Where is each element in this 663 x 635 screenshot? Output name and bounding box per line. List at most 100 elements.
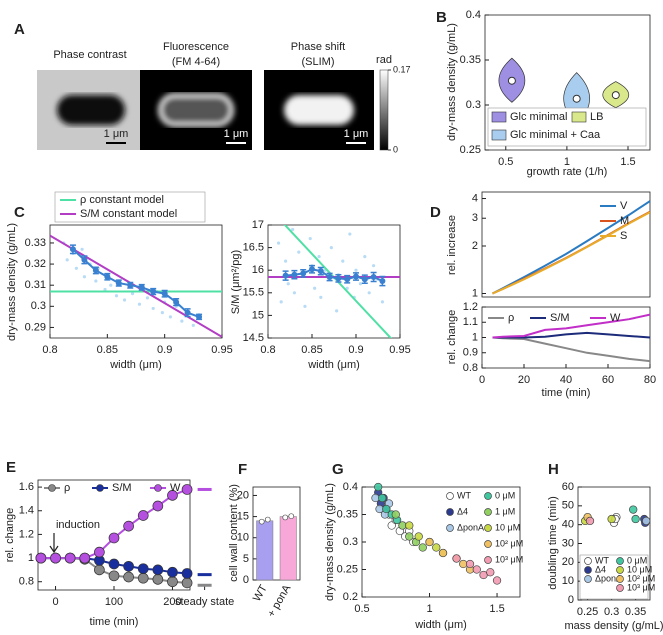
- x-tick-label: 0.95: [211, 344, 232, 356]
- x-tick-label: 0.8: [42, 344, 57, 356]
- panel-a: A Phase contrast Fluorescence (FM 4-64) …: [14, 21, 392, 151]
- scatter-point: [432, 543, 441, 552]
- data-point: [264, 516, 271, 523]
- scatter-point: [94, 279, 98, 283]
- legend-label: 0 μM: [627, 555, 647, 565]
- y-tick-label: 0: [243, 574, 249, 586]
- scatter-point: [631, 514, 640, 524]
- series-line: [285, 268, 383, 282]
- panel-letter: E: [6, 459, 16, 476]
- scatter-point: [308, 236, 312, 241]
- legend-swatch: [571, 111, 587, 123]
- scatter-point: [418, 543, 427, 552]
- marker: [167, 490, 178, 501]
- x-tick-label: 40: [560, 374, 572, 386]
- legend-marker: [446, 524, 454, 532]
- scatter-point: [380, 300, 384, 304]
- legend-swatch: [491, 129, 507, 141]
- legend-marker: [484, 492, 492, 500]
- marker: [108, 570, 120, 582]
- scatter-point: [313, 286, 317, 290]
- legend-label: W: [170, 482, 181, 494]
- x-tick-label: 80: [644, 374, 656, 386]
- y-tick-label: 1.6: [19, 481, 34, 493]
- y-tick-label: 0: [568, 594, 574, 606]
- y-tick-label: 17: [252, 219, 264, 231]
- y-tick-label: 1.2: [19, 528, 34, 540]
- legend-label: 0 μM: [495, 490, 515, 500]
- y-tick-label: 4: [472, 192, 478, 204]
- marker: [309, 266, 315, 273]
- marker: [152, 574, 164, 585]
- y-axis-label: dry-mass density (g/mL): [324, 483, 336, 601]
- median-marker: [611, 91, 620, 100]
- marker: [50, 552, 61, 564]
- scatter-point: [472, 565, 481, 574]
- legend: ρ S/M W: [44, 482, 181, 494]
- legend-box: [487, 107, 647, 147]
- series-line: [492, 211, 650, 295]
- marker: [150, 288, 157, 295]
- y-tick-label: 16.5: [243, 242, 264, 254]
- scatter-point: [329, 246, 333, 250]
- scatter-point: [372, 264, 376, 268]
- legend-label: S/M: [550, 312, 570, 324]
- scatter-point: [291, 227, 295, 232]
- y-tick-label: 15.5: [243, 287, 264, 299]
- scatter-point: [65, 258, 69, 262]
- scatter-point: [130, 292, 135, 296]
- panel-letter: C: [14, 204, 25, 221]
- scatter-point: [345, 286, 349, 290]
- scatter-point: [284, 259, 288, 263]
- x-tick-label: 0.8: [260, 344, 275, 356]
- legend-box: [54, 191, 206, 223]
- y-tick-label: 0.32: [25, 258, 46, 270]
- image-title: Fluorescence: [163, 41, 229, 53]
- colorbar-tick-label: 0.17: [393, 64, 411, 74]
- legend-label: S/M constant model: [80, 208, 177, 220]
- legend-label: V: [620, 200, 628, 212]
- y-axis-label: rel. change: [446, 310, 458, 364]
- scale-bar-label: 1 μm: [224, 128, 249, 140]
- y-tick-label: 0.4: [343, 481, 358, 493]
- legend-marker: [446, 508, 454, 516]
- image-title: (SLIM): [302, 56, 335, 68]
- y-tick-label: 0.29: [25, 321, 46, 333]
- legend-label: Glc minimal + Caa: [510, 129, 601, 141]
- x-tick-label: 200: [163, 596, 181, 608]
- y-tick-label: 0.33: [25, 237, 46, 249]
- colorbar-tick-label: 0: [393, 144, 398, 154]
- colorbar: [379, 69, 389, 151]
- y-axis-label: dry-mass density (g/mL): [6, 223, 18, 341]
- legend-label: ΔponA: [457, 522, 484, 532]
- scatter-point: [405, 521, 414, 530]
- x-tick-label: WT: [251, 583, 270, 604]
- marker: [184, 309, 191, 316]
- y-tick-label: 0.8: [463, 362, 478, 374]
- legend-label: 1 μM: [495, 506, 515, 516]
- marker: [181, 568, 193, 579]
- marker: [137, 510, 149, 521]
- legend-marker: [484, 524, 492, 532]
- scatter-point: [103, 287, 107, 292]
- scale-bar-label: 1 μm: [104, 128, 129, 140]
- scatter-point: [137, 302, 142, 306]
- marker: [161, 290, 168, 297]
- legend-label: Δ4: [595, 564, 606, 574]
- y-tick-label: 1: [472, 287, 478, 299]
- y-tick-label: 0.35: [337, 508, 358, 520]
- image-title: Phase shift: [291, 41, 345, 53]
- marker: [335, 275, 342, 282]
- y-tick-label: 20: [562, 556, 574, 568]
- scatter-point: [585, 516, 595, 526]
- x-axis-label: time (min): [90, 616, 139, 628]
- series-line: [492, 336, 650, 363]
- series-line: [492, 313, 650, 339]
- x-tick-label: 0.95: [389, 344, 410, 356]
- scatter-point: [168, 315, 172, 319]
- legend-label: S/M: [112, 482, 132, 494]
- x-axis-label: growth rate (1/h): [527, 166, 608, 178]
- scatter-point: [382, 504, 391, 514]
- scale-bar-label: 1 μm: [344, 128, 369, 140]
- y-tick-label: 10: [237, 532, 249, 544]
